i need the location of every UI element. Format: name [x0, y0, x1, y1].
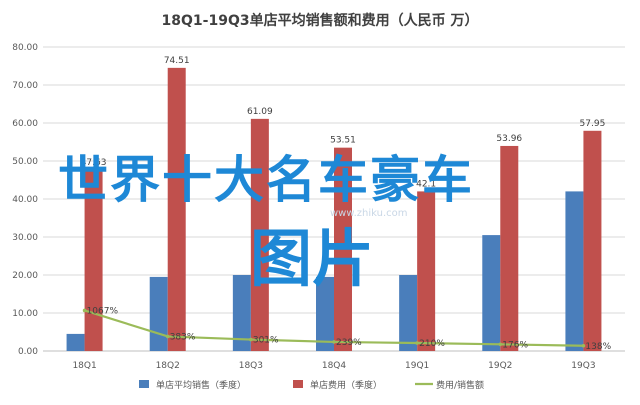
line-data-label: 176% — [502, 340, 528, 350]
x-tick-label: 19Q2 — [488, 361, 512, 371]
x-tick-label: 18Q4 — [322, 361, 347, 371]
x-tick-label: 18Q3 — [239, 361, 263, 371]
y-tick-label: 0.00 — [18, 347, 38, 357]
bar-store-cost — [250, 118, 269, 351]
bar-avg-sales — [565, 191, 584, 351]
bar-store-cost — [417, 191, 436, 351]
bar-avg-sales — [399, 275, 418, 351]
line-point — [581, 343, 586, 348]
bar-store-cost — [500, 145, 519, 351]
legend-label: 费用/销售额 — [436, 379, 484, 391]
bar-store-cost — [583, 130, 602, 351]
line-data-label: 210% — [419, 339, 445, 349]
y-tick-label: 80.00 — [12, 43, 38, 53]
legend-label: 单店费用（季度） — [310, 379, 382, 391]
y-tick-label: 70.00 — [12, 81, 38, 91]
line-data-label: 383% — [170, 332, 196, 342]
bar-data-label: 42.1 — [416, 179, 436, 189]
line-data-label: 138% — [585, 342, 611, 352]
bar-data-label: 74.51 — [164, 56, 190, 66]
bar-store-cost — [84, 170, 103, 351]
y-tick-label: 10.00 — [12, 309, 38, 319]
line-data-label: 301% — [253, 336, 279, 346]
x-tick-label: 19Q1 — [405, 361, 429, 371]
y-tick-label: 30.00 — [12, 233, 38, 243]
line-point — [165, 334, 170, 339]
x-tick-label: 18Q2 — [156, 361, 180, 371]
line-point — [498, 342, 503, 347]
y-tick-label: 40.00 — [12, 195, 38, 205]
line-data-label: 239% — [336, 338, 362, 348]
line-point — [332, 340, 336, 344]
legend-label: 单店平均销售（季度） — [156, 379, 246, 391]
y-tick-label: 20.00 — [12, 271, 38, 281]
line-point — [249, 337, 253, 342]
bar-avg-sales — [482, 235, 501, 351]
bar-data-label: 47.63 — [81, 158, 107, 168]
x-tick-label: 18Q1 — [72, 361, 96, 371]
line-point — [415, 341, 419, 345]
bar-data-label: 57.95 — [580, 119, 606, 129]
bar-store-cost — [167, 67, 186, 351]
overlay-caption-line2: 图片 — [250, 222, 375, 295]
bar-data-label: 61.09 — [247, 107, 273, 117]
watermark-text: www.zhiku.com — [330, 208, 408, 219]
y-tick-label: 50.00 — [12, 157, 38, 167]
x-tick-label: 19Q3 — [571, 361, 595, 371]
chart-title: 18Q1-19Q3单店平均销售额和费用（人民币 万） — [162, 12, 479, 29]
bar-avg-sales — [232, 275, 251, 351]
line-data-label: 1067% — [87, 306, 119, 316]
bar-data-label: 53.51 — [330, 136, 356, 146]
bar-avg-sales — [66, 333, 85, 351]
overlay-caption-line1: 世界十大名车豪车 — [58, 151, 474, 209]
legend-swatch — [293, 380, 303, 388]
bar-store-cost — [334, 147, 352, 351]
bar-data-label: 53.96 — [496, 134, 522, 144]
line-point — [82, 308, 87, 313]
bar-avg-sales — [316, 276, 334, 351]
bar-avg-sales — [149, 276, 168, 351]
y-tick-label: 60.00 — [12, 119, 38, 129]
legend-swatch — [139, 380, 149, 388]
